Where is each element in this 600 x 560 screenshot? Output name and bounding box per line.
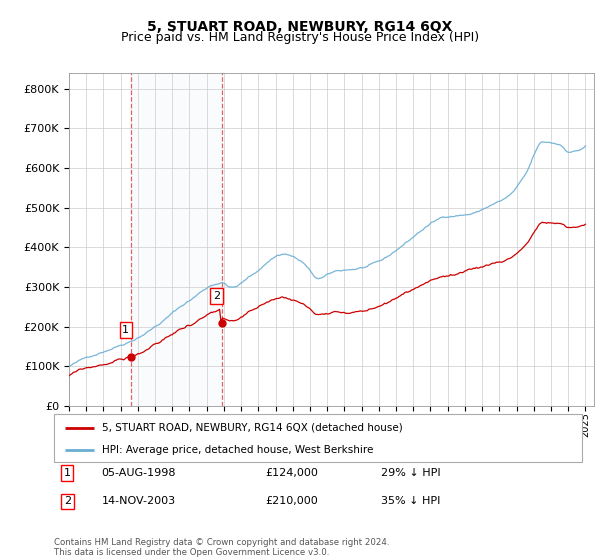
Text: HPI: Average price, detached house, West Berkshire: HPI: Average price, detached house, West… [101,445,373,455]
Text: 1: 1 [122,325,130,335]
Text: 14-NOV-2003: 14-NOV-2003 [101,496,176,506]
Text: 2: 2 [64,496,71,506]
Text: 5, STUART ROAD, NEWBURY, RG14 6QX: 5, STUART ROAD, NEWBURY, RG14 6QX [148,20,452,34]
Text: 1: 1 [64,468,71,478]
Text: Contains HM Land Registry data © Crown copyright and database right 2024.
This d: Contains HM Land Registry data © Crown c… [54,538,389,557]
Bar [131,73,221,406]
Text: 2: 2 [213,291,220,301]
Text: £210,000: £210,000 [265,496,318,506]
Text: Price paid vs. HM Land Registry's House Price Index (HPI): Price paid vs. HM Land Registry's House … [121,31,479,44]
Text: 05-AUG-1998: 05-AUG-1998 [101,468,176,478]
FancyBboxPatch shape [54,414,582,462]
Text: 5, STUART ROAD, NEWBURY, RG14 6QX (detached house): 5, STUART ROAD, NEWBURY, RG14 6QX (detac… [101,423,402,433]
Text: 29% ↓ HPI: 29% ↓ HPI [382,468,441,478]
Text: £124,000: £124,000 [265,468,318,478]
Text: 35% ↓ HPI: 35% ↓ HPI [382,496,441,506]
